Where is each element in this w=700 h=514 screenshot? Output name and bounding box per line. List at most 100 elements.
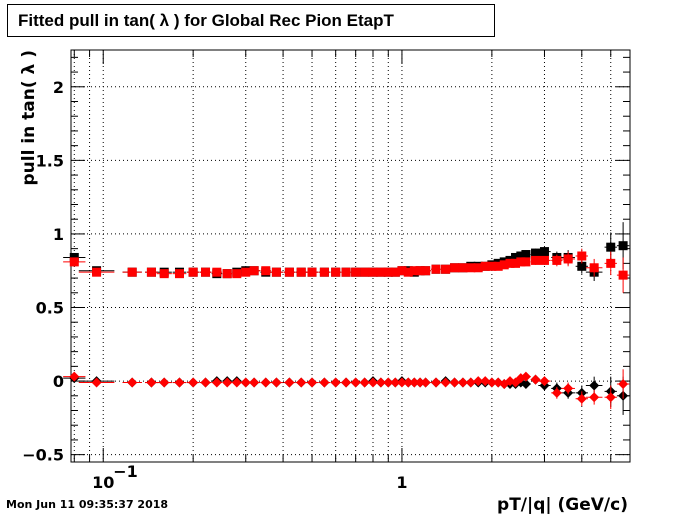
data-point-diamond bbox=[420, 377, 431, 388]
data-point-square bbox=[618, 270, 628, 280]
data-point-square bbox=[159, 269, 169, 279]
data-point-square bbox=[473, 263, 483, 273]
data-point-square bbox=[92, 267, 102, 277]
data-point-diamond bbox=[260, 377, 271, 388]
data-point-square bbox=[360, 267, 370, 277]
data-point-diamond bbox=[618, 379, 629, 390]
data-point-square bbox=[69, 257, 79, 267]
data-point-diamond bbox=[539, 376, 550, 387]
series-2-squares bbox=[63, 248, 630, 293]
data-point-diamond bbox=[457, 377, 468, 388]
data-point-diamond bbox=[390, 377, 401, 388]
data-point-diamond bbox=[563, 383, 574, 394]
data-point-diamond bbox=[211, 377, 222, 388]
data-point-diamond bbox=[605, 392, 616, 403]
data-point-diamond bbox=[249, 377, 260, 388]
x-tick-label: 1 bbox=[396, 473, 407, 492]
data-point-diamond bbox=[403, 377, 414, 388]
data-point-diamond bbox=[383, 377, 394, 388]
data-series bbox=[63, 222, 630, 415]
data-point-square bbox=[319, 267, 329, 277]
data-point-square bbox=[618, 241, 628, 251]
grid bbox=[71, 50, 630, 462]
x-tick-label-exponent: −1 bbox=[113, 462, 138, 481]
data-point-diamond bbox=[440, 377, 451, 388]
data-point-diamond bbox=[375, 377, 386, 388]
data-point-square bbox=[296, 267, 306, 277]
data-point-square bbox=[450, 263, 460, 273]
data-point-square bbox=[441, 264, 451, 274]
data-point-square bbox=[331, 267, 341, 277]
data-point-square bbox=[499, 260, 509, 270]
data-point-diamond bbox=[296, 377, 307, 388]
data-point-diamond bbox=[530, 374, 541, 385]
data-point-square bbox=[421, 266, 431, 276]
data-point-diamond bbox=[465, 377, 476, 388]
data-point-square bbox=[409, 266, 419, 276]
data-point-square bbox=[577, 251, 587, 261]
data-point-square bbox=[539, 247, 549, 257]
data-point-diamond bbox=[368, 377, 379, 388]
data-point-square bbox=[368, 267, 378, 277]
data-point-diamond bbox=[319, 377, 330, 388]
data-point-square bbox=[284, 267, 294, 277]
x-axis-title: pT/|q| (GeV/c) bbox=[497, 495, 628, 514]
data-point-square bbox=[516, 251, 526, 261]
data-point-diamond bbox=[473, 376, 484, 387]
data-point-diamond bbox=[480, 376, 491, 387]
data-point-square bbox=[511, 258, 521, 268]
data-point-square bbox=[511, 252, 521, 262]
y-tick-label: −0.5 bbox=[22, 446, 64, 465]
data-point-square bbox=[403, 267, 413, 277]
y-tick-label: 1.5 bbox=[36, 151, 64, 170]
data-point-diamond bbox=[127, 377, 138, 388]
data-point-square bbox=[505, 258, 515, 268]
data-point-diamond bbox=[430, 377, 441, 388]
data-point-square bbox=[212, 267, 222, 277]
data-point-square bbox=[531, 248, 541, 258]
data-point-square bbox=[351, 267, 361, 277]
data-point-diamond bbox=[589, 380, 600, 391]
data-point-square bbox=[415, 266, 425, 276]
series-3-diamonds bbox=[63, 369, 630, 410]
data-point-square bbox=[201, 267, 211, 277]
data-point-square bbox=[531, 255, 541, 265]
data-point-square bbox=[521, 257, 531, 267]
data-point-square bbox=[577, 261, 587, 271]
data-point-diamond bbox=[359, 377, 370, 388]
data-point-diamond bbox=[551, 387, 562, 398]
x-tick-label: 10 bbox=[92, 473, 114, 492]
data-point-square bbox=[552, 255, 562, 265]
data-point-square bbox=[188, 267, 198, 277]
data-point-diamond bbox=[350, 377, 361, 388]
data-point-square bbox=[516, 257, 526, 267]
data-point-diamond bbox=[146, 377, 157, 388]
data-point-diamond bbox=[520, 371, 531, 382]
y-tick-label: 2 bbox=[53, 78, 64, 97]
data-point-square bbox=[376, 267, 386, 277]
data-point-diamond bbox=[307, 377, 318, 388]
data-point-diamond bbox=[240, 377, 251, 388]
data-point-square bbox=[174, 269, 184, 279]
timestamp: Mon Jun 11 09:35:37 2018 bbox=[6, 498, 169, 511]
data-point-square bbox=[606, 242, 616, 252]
tick-labels: −0.5 0 0.5 1 1.5 2 10−1 1 bbox=[22, 78, 407, 492]
data-point-square bbox=[487, 261, 497, 271]
y-tick-label: 1 bbox=[53, 225, 64, 244]
data-point-square bbox=[458, 263, 468, 273]
data-point-square bbox=[241, 267, 251, 277]
data-point-square bbox=[383, 267, 393, 277]
data-point-diamond bbox=[449, 377, 460, 388]
data-point-diamond bbox=[174, 377, 185, 388]
data-point-diamond bbox=[91, 377, 102, 388]
data-point-square bbox=[146, 267, 156, 277]
data-point-diamond bbox=[271, 377, 282, 388]
y-axis-title: pull in tan( λ ) bbox=[19, 50, 39, 186]
data-point-diamond bbox=[589, 392, 600, 403]
data-point-square bbox=[261, 266, 271, 276]
data-point-square bbox=[539, 255, 549, 265]
data-point-square bbox=[521, 250, 531, 260]
data-point-square bbox=[563, 254, 573, 264]
data-point-diamond bbox=[188, 377, 199, 388]
